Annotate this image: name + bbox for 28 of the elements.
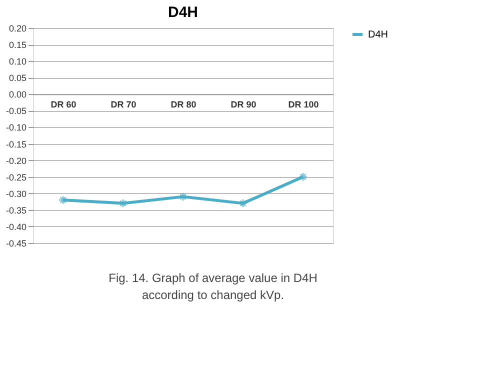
y-tick-label: 0.10 bbox=[8, 56, 26, 67]
y-tick-label: -0.30 bbox=[6, 188, 26, 199]
y-tick-label: -0.45 bbox=[6, 238, 26, 248]
x-tick-label: DR 100 bbox=[288, 100, 319, 110]
legend-label: D4H bbox=[368, 30, 388, 40]
caption: Fig. 14. Graph of average value in D4H bbox=[108, 271, 318, 285]
point bbox=[238, 198, 248, 208]
x-tick-label: DR 90 bbox=[230, 100, 256, 110]
y-tick-label: -0.35 bbox=[6, 205, 26, 216]
x-tick-label: DR 70 bbox=[110, 100, 136, 110]
point bbox=[58, 195, 68, 205]
text: according to changed kVp. bbox=[142, 288, 284, 302]
y-tick-label: 0.00 bbox=[8, 90, 26, 100]
y-tick-label: 0.05 bbox=[8, 73, 26, 84]
y-tick-label: 0.20 bbox=[8, 24, 26, 34]
y-tick-label: -0.10 bbox=[6, 122, 26, 133]
y-tick-label: -0.40 bbox=[6, 222, 26, 232]
point bbox=[178, 192, 188, 202]
y-tick-label: -0.20 bbox=[6, 156, 26, 166]
chart-title: D4H bbox=[168, 4, 198, 21]
y-tick-label: -0.15 bbox=[6, 139, 26, 150]
x-tick-label: DR 60 bbox=[50, 100, 76, 110]
point bbox=[118, 198, 128, 208]
y-tick-label: 0.15 bbox=[8, 40, 26, 50]
y-tick-label: -0.25 bbox=[6, 172, 26, 182]
point bbox=[298, 172, 308, 182]
y-tick-label: -0.05 bbox=[6, 106, 26, 116]
x-tick-label: DR 80 bbox=[170, 100, 196, 110]
